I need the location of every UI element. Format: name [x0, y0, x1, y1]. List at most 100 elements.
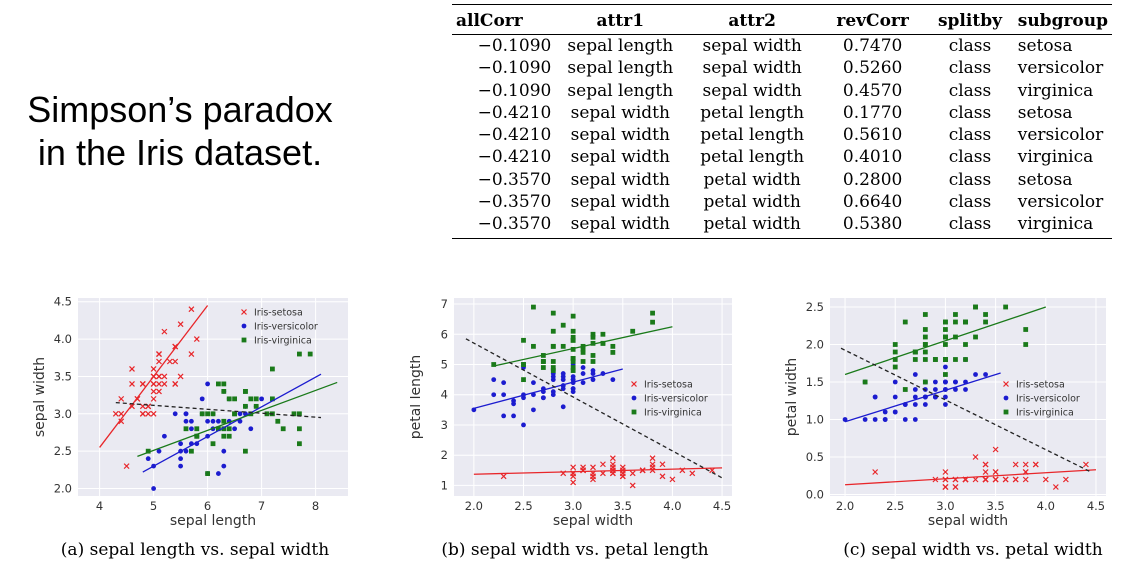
cell-attr2: sepal width — [702, 80, 802, 101]
versicolor-point — [501, 380, 507, 386]
versicolor-point — [953, 379, 958, 385]
virginica-point — [307, 351, 313, 357]
virginica-point — [892, 364, 898, 370]
legend: Iris-setosa Iris-versicolor Iris-virginica — [241, 308, 318, 347]
versicolor-point — [862, 417, 868, 422]
virginica-point — [189, 448, 194, 454]
versicolor-point — [570, 374, 576, 379]
virginica-point — [590, 331, 596, 337]
virginica-point — [600, 340, 606, 346]
y-tick-label: 3 — [441, 418, 448, 432]
cell-allcorr: −0.3570 — [477, 169, 552, 190]
cell-attr1: sepal width — [570, 169, 670, 190]
virginica-point — [943, 319, 948, 325]
virginica-point — [912, 357, 918, 362]
setosa-point — [161, 381, 168, 387]
virginica-point — [253, 396, 259, 402]
setosa-point — [982, 476, 989, 483]
versicolor-point — [501, 413, 507, 419]
virginica-point — [922, 312, 928, 317]
virginica-point — [550, 310, 556, 316]
table-header-row: allCorr attr1 attr2 revCorr splitby subg… — [452, 4, 1112, 35]
versicolor-point — [183, 411, 189, 417]
setosa-point — [177, 321, 184, 328]
setosa-point — [992, 469, 999, 475]
legend-label: Iris-virginica — [254, 336, 312, 347]
cell-splitby: class — [926, 213, 1014, 239]
virginica-point — [216, 381, 221, 387]
virginica-point — [943, 342, 948, 347]
versicolor-point — [178, 456, 184, 462]
setosa-point — [156, 351, 162, 357]
versicolor-point — [912, 387, 918, 392]
setosa-point — [172, 381, 179, 387]
cell-attr2: petal length — [700, 125, 805, 146]
y-tick-label: 3.0 — [54, 407, 72, 421]
versicolor-point — [221, 463, 227, 469]
cell-attr2: petal length — [700, 147, 805, 168]
table-row: −0.1090 sepal length sepal width 0.5260 … — [452, 57, 1112, 79]
virginica-point — [531, 304, 536, 310]
cell-attr2: petal width — [703, 192, 801, 213]
versicolor-point — [922, 402, 928, 407]
virginica-point — [570, 368, 576, 373]
versicolor-point — [491, 392, 497, 398]
virginica-point — [922, 357, 928, 362]
setosa-point — [1022, 461, 1029, 468]
versicolor-point — [540, 395, 546, 401]
virginica-point — [922, 349, 928, 355]
scatter-chart-sepal-width-vs-petal-width: 2.0 2.5 3.0 3.5 4.0 4.5 0.0 0.5 1.0 1.5 2.0 2.5 sepa… — [784, 298, 1106, 529]
virginica-point — [963, 342, 968, 347]
virginica-point — [943, 327, 948, 332]
cell-attr1: sepal length — [567, 80, 674, 101]
col-header-splitby: splitby — [926, 4, 1014, 35]
virginica-point — [275, 418, 281, 424]
versicolor-point — [550, 377, 556, 383]
x-tick-label: 2.0 — [465, 499, 483, 513]
y-tick-label: 2.5 — [806, 300, 824, 314]
versicolor-point — [560, 377, 566, 383]
versicolor-point — [531, 380, 536, 386]
cell-allcorr: −0.1090 — [477, 36, 552, 56]
cell-revcorr: 0.2800 — [842, 169, 903, 190]
virginica-point — [570, 313, 576, 319]
y-tick-label: 7 — [441, 297, 448, 311]
caption-c: (c) sepal width vs. petal width — [843, 540, 1103, 560]
cell-attr2: petal width — [685, 213, 820, 239]
versicolor-point — [178, 463, 184, 469]
virginica-point — [892, 357, 898, 362]
versicolor-point — [189, 426, 194, 432]
cell-splitby: class — [948, 80, 992, 101]
virginica-point — [922, 342, 928, 347]
versicolor-point — [511, 401, 516, 407]
cell-attr2: petal width — [703, 169, 801, 190]
setosa-point — [942, 484, 949, 490]
versicolor-point — [610, 377, 616, 383]
cell-subgroup: versicolor — [1017, 125, 1104, 146]
versicolor-point — [932, 379, 938, 385]
virginica-point — [540, 359, 546, 364]
virginica-point — [560, 343, 566, 349]
setosa-point — [150, 388, 157, 395]
virginica-point — [943, 372, 948, 377]
versicolor-point — [145, 456, 151, 462]
versicolor-fit-line — [142, 373, 322, 473]
versicolor-point — [882, 417, 888, 422]
x-tick-label: 2.5 — [514, 499, 532, 513]
virginica-point — [253, 403, 259, 409]
versicolor-point — [943, 364, 948, 370]
y-tick-label: 1.5 — [806, 375, 824, 389]
x-axis-label: sepal width — [928, 513, 1008, 529]
setosa-point — [972, 454, 979, 460]
setosa-point — [177, 373, 184, 380]
cell-attr1: sepal length — [567, 36, 674, 56]
versicolor-point — [259, 396, 264, 402]
legend-label: Iris-versicolor — [254, 322, 318, 333]
setosa-fit-line — [845, 469, 1097, 486]
versicolor-point — [156, 448, 162, 454]
virginica-point — [550, 359, 556, 364]
setosa-point — [156, 373, 162, 380]
setosa-point — [952, 484, 959, 490]
data-layer — [99, 305, 338, 491]
correlation-table-wrapper: allCorr attr1 attr2 revCorr splitby subg… — [452, 4, 1112, 239]
